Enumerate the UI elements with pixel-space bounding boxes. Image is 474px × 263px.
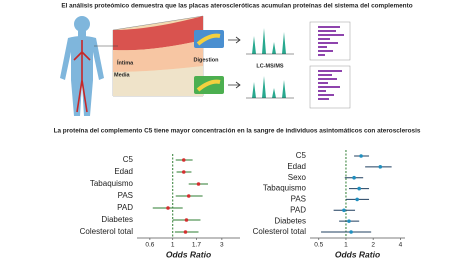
- spectra-illustration: [246, 28, 294, 99]
- point-estimate: [378, 165, 383, 169]
- x-tick-label: 1: [344, 242, 348, 249]
- point-estimate: [196, 182, 201, 186]
- layer-label: Media: [114, 72, 131, 78]
- category-label: Sexo: [288, 173, 307, 182]
- category-label: Tabaquismo: [263, 184, 307, 193]
- x-tick-label: 1: [171, 242, 175, 249]
- step-label: Digestion: [193, 57, 219, 63]
- point-estimate: [355, 197, 359, 202]
- x-tick-label: 1.7: [192, 242, 201, 249]
- figure-subtitle: La proteína del complemento C5 tiene may…: [54, 128, 421, 135]
- category-label: PAD: [290, 205, 306, 214]
- point-estimate: [347, 219, 351, 223]
- point-estimate: [183, 230, 188, 234]
- point-estimate: [186, 194, 191, 198]
- point-estimate: [166, 206, 170, 210]
- category-label: Edad: [287, 162, 306, 171]
- sample-illustration: [194, 30, 241, 94]
- protein-barchart-illustration: [309, 21, 351, 109]
- step-label: LC-MS/MS: [256, 63, 284, 69]
- point-estimate: [181, 170, 186, 174]
- category-label: Edad: [114, 167, 133, 176]
- x-tick-label: 4: [399, 242, 403, 249]
- point-estimate: [359, 154, 363, 158]
- category-label: C5: [123, 155, 134, 164]
- category-label: C5: [296, 151, 307, 160]
- point-estimate: [352, 175, 356, 180]
- category-label: Colesterol total: [80, 227, 134, 236]
- point-estimate: [184, 218, 189, 222]
- figure-title: El análisis proteómico demuestra que las…: [61, 3, 412, 10]
- category-label: Diabetes: [274, 216, 306, 225]
- x-tick-label: 0.6: [145, 242, 154, 249]
- point-estimate: [349, 230, 353, 234]
- x-tick-label: 0.5: [314, 242, 323, 249]
- point-estimate: [181, 158, 186, 162]
- x-tick-label: 2: [371, 242, 375, 249]
- artery-illustration: [94, 15, 204, 97]
- human-illustration: [60, 16, 104, 116]
- category-label: PAD: [117, 203, 133, 212]
- x-axis-label: Odds Ratio: [166, 249, 211, 259]
- category-label: Tabaquismo: [90, 179, 134, 188]
- layer-label: Íntima: [117, 58, 134, 66]
- x-axis-label: Odds Ratio: [335, 249, 380, 259]
- x-tick-label: 3: [220, 242, 224, 249]
- category-label: Colesterol total: [253, 227, 307, 236]
- category-label: Diabetes: [101, 215, 133, 224]
- point-estimate: [357, 186, 361, 191]
- point-estimate: [342, 208, 346, 213]
- category-label: PAS: [118, 191, 133, 200]
- category-label: PAS: [291, 195, 306, 204]
